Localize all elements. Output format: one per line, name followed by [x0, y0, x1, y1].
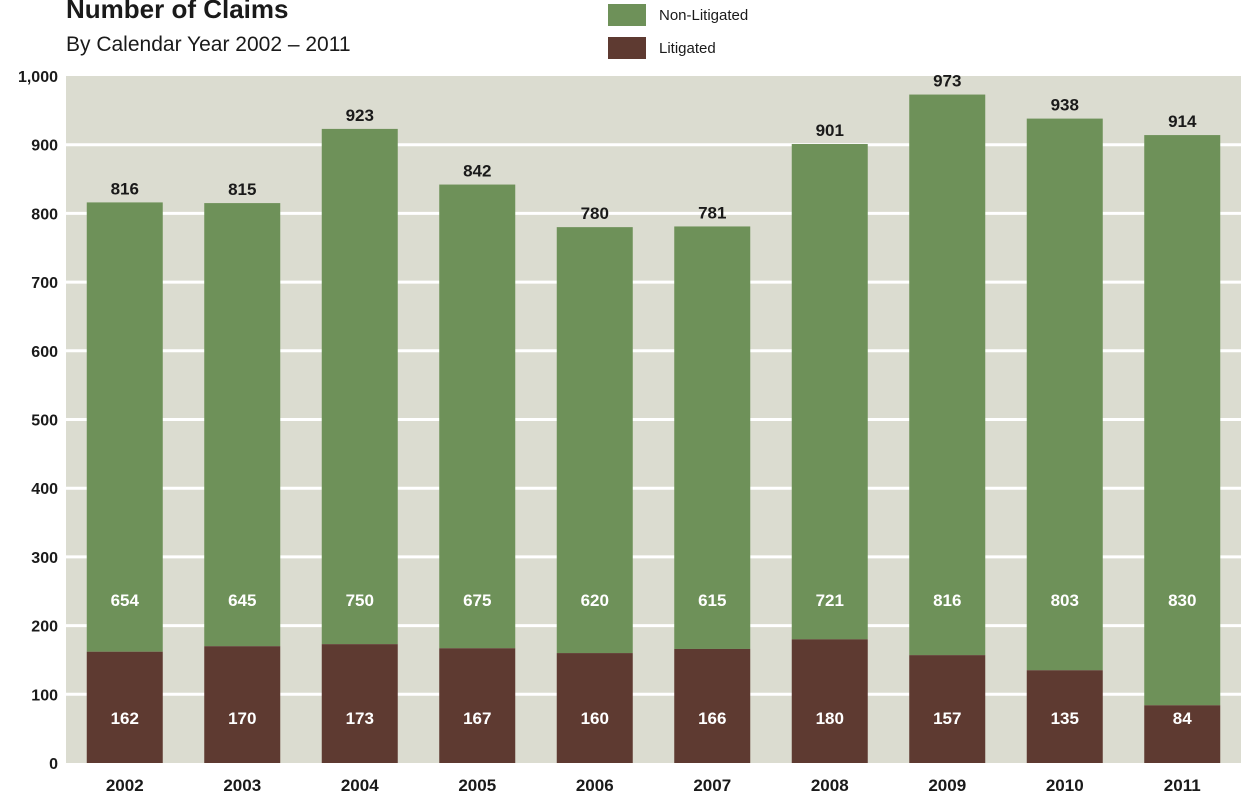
bar-non-litigated — [1026, 118, 1103, 671]
data-label-litigated: 173 — [346, 709, 374, 728]
bar-non-litigated — [909, 94, 986, 656]
y-tick-label: 0 — [49, 756, 58, 773]
legend-swatch-litigated — [608, 37, 646, 59]
legend-swatch-non-litigated — [608, 4, 646, 26]
x-tick-label: 2002 — [106, 776, 144, 795]
data-label-non-litigated: 830 — [1168, 591, 1196, 610]
data-label-non-litigated: 675 — [463, 591, 491, 610]
y-tick-label: 600 — [31, 344, 58, 361]
bar-litigated — [86, 651, 163, 763]
total-label: 781 — [698, 203, 726, 222]
bar-litigated — [791, 639, 868, 763]
total-label: 914 — [1168, 112, 1197, 131]
data-label-non-litigated: 750 — [346, 591, 374, 610]
y-tick-label: 400 — [31, 481, 58, 498]
bar-non-litigated — [321, 128, 398, 645]
bar-litigated — [204, 646, 281, 763]
data-label-non-litigated: 803 — [1051, 591, 1079, 610]
bar-litigated — [556, 653, 633, 763]
y-tick-label: 200 — [31, 619, 58, 636]
data-label-non-litigated: 816 — [933, 591, 961, 610]
x-tick-label: 2005 — [458, 776, 496, 795]
bar-litigated — [439, 648, 516, 763]
data-label-non-litigated: 721 — [816, 591, 844, 610]
data-label-litigated: 162 — [111, 709, 139, 728]
total-label: 815 — [228, 180, 256, 199]
x-tick-label: 2003 — [223, 776, 261, 795]
bar-litigated — [909, 655, 986, 763]
data-label-non-litigated: 645 — [228, 591, 256, 610]
y-tick-label: 300 — [31, 550, 58, 567]
x-tick-label: 2010 — [1046, 776, 1084, 795]
x-tick-label: 2007 — [693, 776, 731, 795]
bar-non-litigated — [556, 227, 633, 654]
data-label-litigated: 135 — [1051, 709, 1079, 728]
data-label-litigated: 160 — [581, 709, 609, 728]
total-label: 901 — [816, 121, 844, 140]
data-label-litigated: 167 — [463, 709, 491, 728]
bar-non-litigated — [674, 226, 751, 649]
x-tick-label: 2008 — [811, 776, 849, 795]
data-label-non-litigated: 615 — [698, 591, 726, 610]
data-label-litigated: 180 — [816, 709, 844, 728]
y-tick-label: 700 — [31, 275, 58, 292]
legend-label-non-litigated: Non-Litigated — [659, 6, 749, 24]
total-label: 938 — [1051, 96, 1079, 115]
total-label: 842 — [463, 162, 491, 181]
data-label-litigated: 170 — [228, 709, 256, 728]
y-tick-label: 900 — [31, 138, 58, 155]
bar-non-litigated — [439, 184, 516, 649]
data-label-non-litigated: 620 — [581, 591, 609, 610]
y-tick-label: 1,000 — [18, 69, 58, 86]
data-label-non-litigated: 654 — [111, 591, 140, 610]
total-label: 973 — [933, 72, 961, 91]
y-tick-label: 100 — [31, 687, 58, 704]
data-label-litigated: 157 — [933, 709, 961, 728]
bar-litigated — [1026, 670, 1103, 763]
bar-litigated — [674, 648, 751, 763]
chart-title: Number of Claims — [66, 0, 289, 24]
data-label-litigated: 166 — [698, 709, 726, 728]
total-label: 780 — [581, 204, 609, 223]
y-tick-label: 800 — [31, 206, 58, 223]
bar-non-litigated — [86, 202, 163, 652]
total-label: 816 — [111, 179, 139, 198]
bar-litigated — [321, 644, 398, 763]
chart-subtitle: By Calendar Year 2002 – 2011 — [66, 33, 351, 56]
y-tick-label: 500 — [31, 413, 58, 430]
data-label-litigated: 84 — [1173, 709, 1192, 728]
legend-label-litigated: Litigated — [659, 39, 716, 57]
legend-item-non-litigated: Non-Litigated — [608, 2, 748, 28]
bar-litigated — [1144, 705, 1221, 763]
x-tick-label: 2004 — [341, 776, 379, 795]
x-tick-label: 2006 — [576, 776, 614, 795]
legend: Non-Litigated Litigated — [608, 2, 748, 68]
total-label: 923 — [346, 106, 374, 125]
x-tick-label: 2009 — [928, 776, 966, 795]
bar-non-litigated — [791, 144, 868, 640]
bar-non-litigated — [1144, 135, 1221, 706]
x-tick-label: 2011 — [1164, 776, 1201, 795]
legend-item-litigated: Litigated — [608, 35, 748, 61]
bar-non-litigated — [204, 203, 281, 647]
